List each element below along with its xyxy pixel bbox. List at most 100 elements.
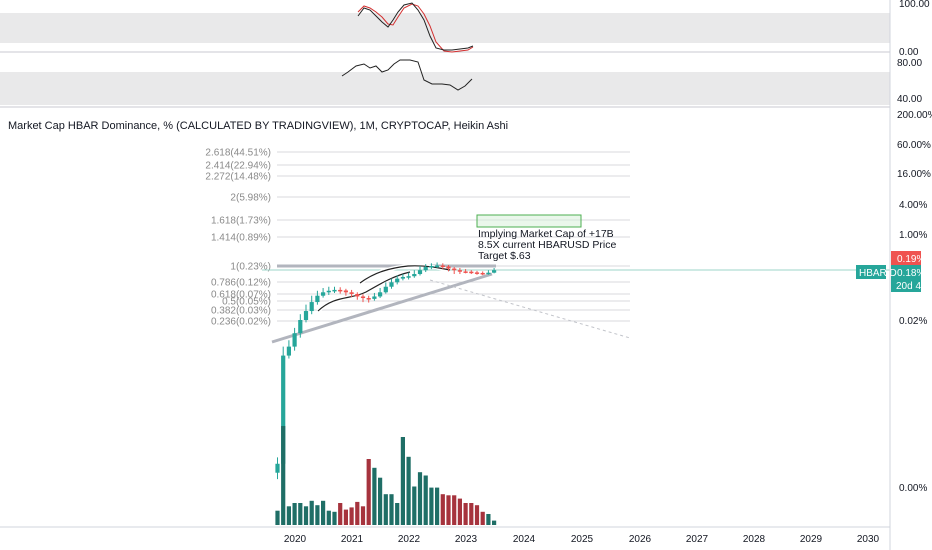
time-axis[interactable]: 2020 2021 2022 2023 2024 2025 2026 2027 2028 2029… [0,526,890,545]
volume-bar [492,520,497,525]
volume-bar [349,507,354,525]
annotation-line-2: 8.5X current HBARUSD Price [478,239,616,251]
y-tick-200: 200.00% [897,110,932,121]
oscillator-2-line [341,59,473,91]
candle-body [480,272,485,275]
countdown-badge [891,279,921,292]
x-tick-label: 2025 [571,534,594,545]
ma-band-lower [317,271,411,312]
candle-body [338,289,343,292]
x-tick-label: 2021 [341,534,364,545]
y-tick-16: 16.00% [897,169,931,180]
candle-body [315,295,320,303]
candle-body [378,292,383,297]
candle-body [343,290,348,293]
current-price-badge [891,265,921,279]
oscillator-1-pane: 100.00 0.00 [0,0,930,58]
volume-bar [326,510,331,525]
projection-dashed-line [429,279,631,339]
volume-bar [378,477,383,525]
oscillator-2-pane: 80.00 40.00 [0,58,922,108]
candle-body [360,296,366,299]
x-tick-label: 2024 [513,534,536,545]
fib-level-label: 0.5(0.05%) [222,297,271,308]
candle-body [486,272,491,275]
volume-bar [383,494,388,525]
candle-body [400,276,405,279]
volume-bar [417,472,423,525]
volume-bar [440,494,445,525]
volume-bar [389,494,394,525]
x-tick-label: 2028 [743,534,766,545]
candle-body [372,296,377,299]
candle-body [366,298,371,300]
volume-bar [321,500,326,525]
fib-level-label: 1.618(1.73%) [211,216,271,227]
volume-bar [355,501,360,525]
fib-level-label: 0.382(0.03%) [211,306,271,317]
volume-bar [486,514,491,525]
candle-body [326,290,331,293]
volume-bar [360,506,366,525]
candle-body [429,266,434,268]
candle-body [309,302,314,312]
volume-bar [469,503,474,525]
y-tick-60: 60.00% [897,140,931,151]
annotation-line-1: Implying Market Cap of +17B [478,228,614,240]
x-tick-label: 2027 [686,534,709,545]
high-price-label: 0.19% [897,254,925,265]
candle-body [281,355,286,464]
volume-bar [303,506,309,525]
rising-support-trendline[interactable] [271,272,493,344]
volume-bar [338,503,343,525]
volume-bar [452,495,457,525]
volume-bar [446,495,451,525]
candle-body [435,265,440,268]
osc1-tick-low: 0.00 [899,47,919,58]
volume-bar [286,506,291,525]
current-price-label: 0.18% [897,268,925,279]
candle-body [406,276,411,278]
candle-body [492,270,497,273]
fib-level-label: 0.236(0.02%) [211,317,271,328]
oscillator-1-band [0,13,890,43]
candle-body [423,266,428,271]
volume-bar [400,437,405,525]
countdown-label: 20d 4h [896,281,927,292]
candle-body [321,292,326,296]
fib-level-label: 2(5.98%) [230,193,271,204]
candle-body [332,289,337,292]
volume-bar [366,459,371,525]
y-tick-0.00: 0.00% [899,483,927,494]
target-zone-box[interactable] [476,214,582,228]
candle-body [440,265,445,268]
annotation-line-3: Target $.63 [478,250,531,262]
candle-body [355,293,360,297]
volume-bar [372,467,377,525]
fib-level-label: 1(0.23%) [230,262,271,273]
osc1-tick-high: 100.00 [899,0,930,10]
candle-body [395,278,400,283]
fib-level-label: 1.414(0.89%) [211,233,271,244]
x-tick-label: 2020 [284,534,307,545]
candle-body [463,271,468,273]
volume-bar [309,500,314,525]
symbol-label: HBAR.D [859,268,897,279]
price-axis[interactable]: 200.00% 60.00% 16.00% 4.00% 1.00% 0.02% … [856,0,932,550]
candle-body [286,346,291,356]
x-tick-label: 2029 [800,534,823,545]
candle-body [292,333,297,347]
volume-bar [298,503,303,525]
candle-body [412,274,417,277]
candle-body [446,266,451,269]
volume-bar [429,487,434,525]
volume-bar [343,509,348,525]
candle-body [303,311,309,320]
candle-body [298,320,303,334]
candle-body [275,463,280,473]
volume-bar [315,505,320,525]
oscillator-1-main-line [357,2,474,51]
candle-body [389,282,394,287]
fib-level-label: 2.272(14.48%) [205,172,271,183]
